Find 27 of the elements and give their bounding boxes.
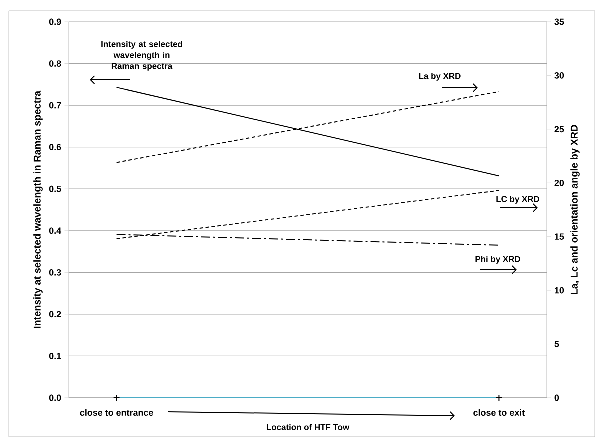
- y-tick-label: 0.3: [49, 269, 62, 276]
- y-tick-label: 0.8: [49, 60, 62, 67]
- series-label: LC by XRD: [496, 196, 540, 204]
- y2-tick-label: 0: [554, 394, 560, 402]
- text: La by XRD: [419, 73, 461, 81]
- y2-tick-label: 5: [554, 341, 560, 348]
- y-tick-label: 0.7: [49, 102, 62, 109]
- y2-tick-label: 10: [555, 287, 564, 294]
- y-tick-label: 0.1: [49, 353, 62, 360]
- y-tick-label: 0.4: [49, 228, 62, 234]
- series-label: Phi by XRD: [476, 256, 520, 264]
- y-tick-label: 0.5: [49, 186, 62, 192]
- y2-axis-title: La, Lc and orientation angle by XRD: [570, 125, 580, 295]
- text: Intensity at selected wavelength in Raman spectra: [102, 41, 182, 71]
- y-tick-label: 0.9: [49, 18, 62, 26]
- x-tick-label: close to exit: [474, 409, 525, 416]
- y2-tick-label: 20: [554, 180, 564, 186]
- y-tick-label: 0.0: [49, 394, 62, 402]
- y-tick-label: 0.6: [49, 144, 62, 150]
- y2-tick-label: 30: [554, 72, 564, 79]
- y-axis-title: Intensity at selected wavelength in Raman spectra: [34, 90, 43, 328]
- y2-tick-label: 35: [554, 18, 564, 26]
- y2-tick-label: 15: [555, 234, 564, 240]
- x-axis-title: Location of HTF Tow: [267, 424, 350, 430]
- y2-tick-label: 25: [554, 126, 564, 133]
- y-tick-label: 0.2: [49, 311, 62, 318]
- x-tick-label: close to entrance: [80, 409, 154, 416]
